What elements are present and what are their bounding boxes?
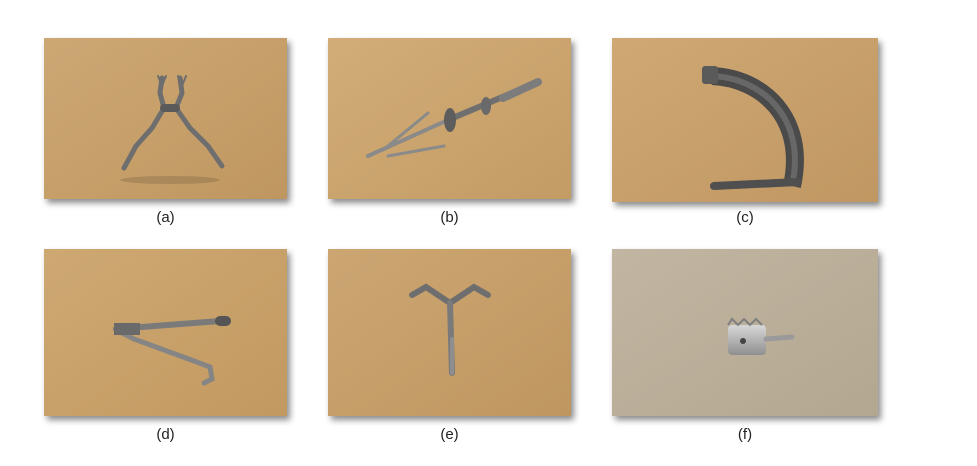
caption-c: (c): [736, 209, 754, 226]
figure-panel-f: (f): [612, 249, 878, 446]
caption-b: (b): [440, 209, 459, 226]
photo-curved-guide: [612, 38, 878, 202]
figure-panel-c: (c): [612, 38, 878, 228]
figure-panel-e: (e): [328, 249, 571, 446]
figure-panel-d: (d): [44, 249, 287, 446]
photo-hooked-lever: [44, 249, 287, 416]
photo-clamp: [328, 38, 571, 199]
figure-panel-b: (b): [328, 38, 571, 228]
photo-reamer: [612, 249, 878, 416]
photo-y-shaped: [328, 249, 571, 416]
photo-pliers: [44, 38, 287, 199]
figure-panel-a: (a): [44, 38, 287, 228]
caption-d: (d): [156, 426, 175, 443]
caption-e: (e): [440, 426, 459, 443]
caption-f: (f): [737, 426, 753, 443]
caption-a: (a): [156, 209, 175, 226]
